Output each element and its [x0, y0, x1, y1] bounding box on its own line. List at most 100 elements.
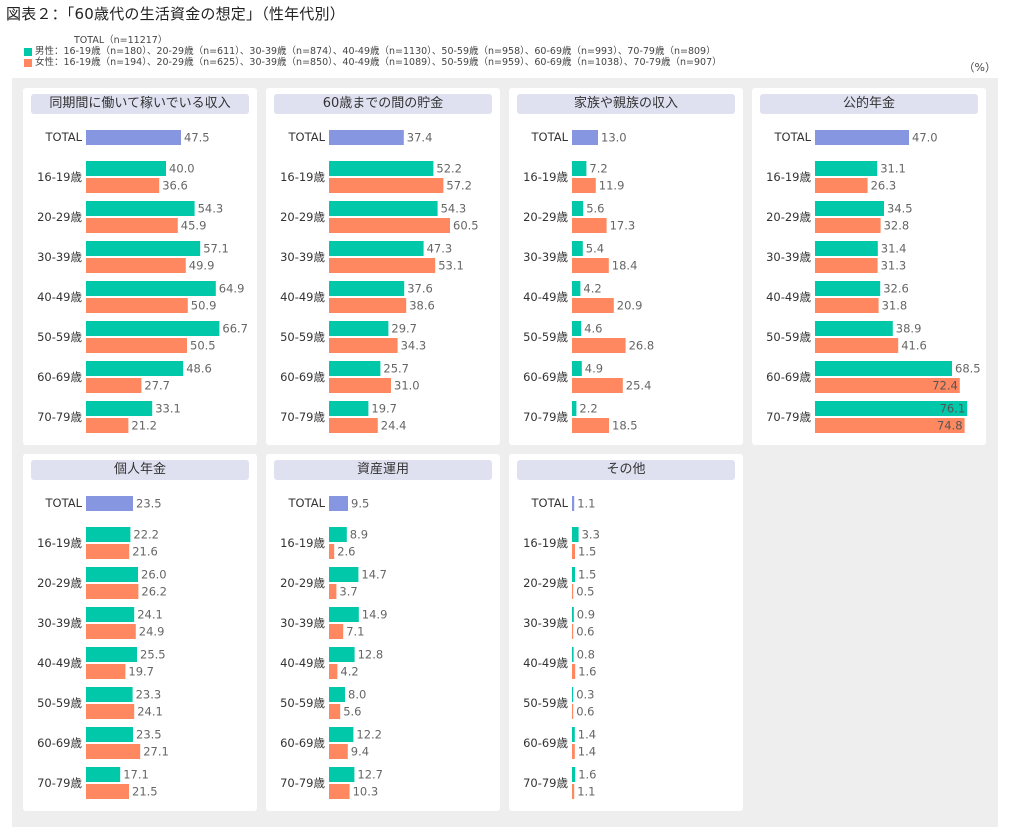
female-bar-label: 49.9 — [189, 259, 215, 273]
category-label: 70-79歳 — [280, 410, 325, 424]
male-bar — [329, 607, 359, 622]
male-bar — [572, 401, 577, 416]
male-bar — [86, 161, 166, 176]
male-bar-label: 32.6 — [883, 282, 909, 296]
category-label: 60-69歳 — [37, 736, 82, 750]
female-bar — [572, 544, 575, 559]
female-bar — [572, 178, 596, 193]
female-bar-label: 38.6 — [409, 299, 435, 313]
female-bar — [329, 218, 450, 233]
male-bar — [329, 161, 434, 176]
category-label: 20-29歳 — [280, 576, 325, 590]
female-bar — [329, 704, 341, 719]
category-label: TOTAL — [288, 496, 326, 510]
male-bar — [329, 767, 355, 782]
female-bar-label: 26.3 — [871, 179, 897, 193]
total-bar-label: 23.5 — [136, 497, 162, 511]
female-bar-label: 53.1 — [438, 259, 464, 273]
female-bar — [329, 338, 398, 353]
male-bar-label: 17.1 — [123, 768, 149, 782]
category-label: 70-79歳 — [523, 410, 568, 424]
female-bar — [329, 584, 337, 599]
category-label: TOTAL — [531, 496, 569, 510]
category-label: 16-19歳 — [37, 170, 82, 184]
female-bar — [572, 338, 626, 353]
male-bar — [86, 201, 195, 216]
category-label: 40-49歳 — [523, 656, 568, 670]
male-bar — [329, 361, 381, 376]
panel-title: 資産運用 — [274, 460, 492, 480]
bar-chart: TOTAL 47.5 16-19歳 40.0 36.6 20-29歳 54.3 45.9 30-… — [37, 130, 248, 433]
category-label: 60-69歳 — [280, 370, 325, 384]
female-bar-label: 9.4 — [351, 745, 369, 759]
male-bar — [329, 527, 347, 542]
female-bar — [572, 624, 574, 639]
male-bar — [329, 281, 405, 296]
category-label: 20-29歳 — [37, 210, 82, 224]
category-label: 40-49歳 — [523, 290, 568, 304]
category-label: TOTAL — [45, 130, 83, 144]
category-label: 30-39歳 — [280, 616, 325, 630]
category-label: 60-69歳 — [280, 736, 325, 750]
total-bar — [572, 130, 598, 145]
category-label: 50-59歳 — [37, 696, 82, 710]
male-bar-label: 66.7 — [222, 322, 248, 336]
female-bar-label: 1.5 — [578, 545, 596, 559]
unit-label: （%） — [963, 61, 996, 74]
category-label: 50-59歳 — [523, 330, 568, 344]
male-bar — [815, 241, 878, 256]
total-bar — [86, 130, 181, 145]
male-bar — [86, 401, 153, 416]
female-bar — [329, 178, 444, 193]
female-bar — [572, 378, 623, 393]
female-bar-label: 25.4 — [626, 379, 652, 393]
male-bar-label: 54.3 — [198, 202, 224, 216]
category-label: 60-69歳 — [523, 736, 568, 750]
panel-title: 家族や親族の収入 — [517, 94, 735, 114]
category-label: 30-39歳 — [523, 616, 568, 630]
legend-male-text: 男性：16-19歳（n=180）、20-29歳（n=611）、30-39歳（n=… — [35, 46, 716, 57]
male-bar-label: 12.2 — [356, 728, 382, 742]
female-bar-label: 4.2 — [340, 665, 358, 679]
male-bar — [329, 727, 354, 742]
female-bar — [86, 418, 129, 433]
male-bar-label: 0.8 — [577, 648, 595, 662]
male-bar-label: 22.2 — [133, 528, 159, 542]
male-bar — [86, 687, 133, 702]
female-bar — [815, 218, 881, 233]
category-label: 30-39歳 — [766, 250, 811, 264]
category-label: 30-39歳 — [37, 616, 82, 630]
total-bar-label: 47.0 — [912, 131, 938, 145]
female-bar-label: 45.9 — [181, 219, 207, 233]
category-label: 50-59歳 — [766, 330, 811, 344]
male-bar — [86, 281, 216, 296]
chart-panel: 公的年金 TOTAL 47.0 16-19歳 31.1 26.3 20-29歳 34.5 32.… — [752, 88, 986, 445]
female-bar-label: 21.5 — [132, 785, 158, 799]
male-bar-label: 1.6 — [578, 768, 596, 782]
female-bar-label: 26.8 — [629, 339, 655, 353]
male-bar-label: 76.1 — [940, 402, 966, 416]
chart-panel: 家族や親族の収入 TOTAL 13.0 16-19歳 7.2 11.9 20-29歳 5.6 1… — [509, 88, 743, 445]
female-bar-label: 32.8 — [884, 219, 910, 233]
male-bar — [572, 767, 576, 782]
female-bar-label: 50.5 — [190, 339, 216, 353]
male-bar — [329, 567, 359, 582]
female-bar-label: 1.4 — [578, 745, 596, 759]
female-bar-label: 24.9 — [139, 625, 165, 639]
female-bar-label: 74.8 — [937, 419, 963, 433]
male-bar-label: 38.9 — [896, 322, 922, 336]
female-bar — [86, 218, 178, 233]
female-bar — [572, 218, 607, 233]
category-label: 70-79歳 — [280, 776, 325, 790]
male-bar — [572, 567, 575, 582]
female-bar — [572, 418, 609, 433]
male-bar-label: 0.3 — [576, 688, 594, 702]
female-bar-label: 26.2 — [141, 585, 167, 599]
male-bar-label: 25.7 — [383, 362, 409, 376]
category-label: 20-29歳 — [37, 576, 82, 590]
male-bar-label: 68.5 — [955, 362, 981, 376]
bar-chart: TOTAL 1.1 16-19歳 3.3 1.5 20-29歳 1.5 0.5 30-39歳 0.… — [523, 496, 600, 799]
category-label: 70-79歳 — [37, 776, 82, 790]
male-bar — [329, 321, 389, 336]
female-bar — [572, 258, 609, 273]
